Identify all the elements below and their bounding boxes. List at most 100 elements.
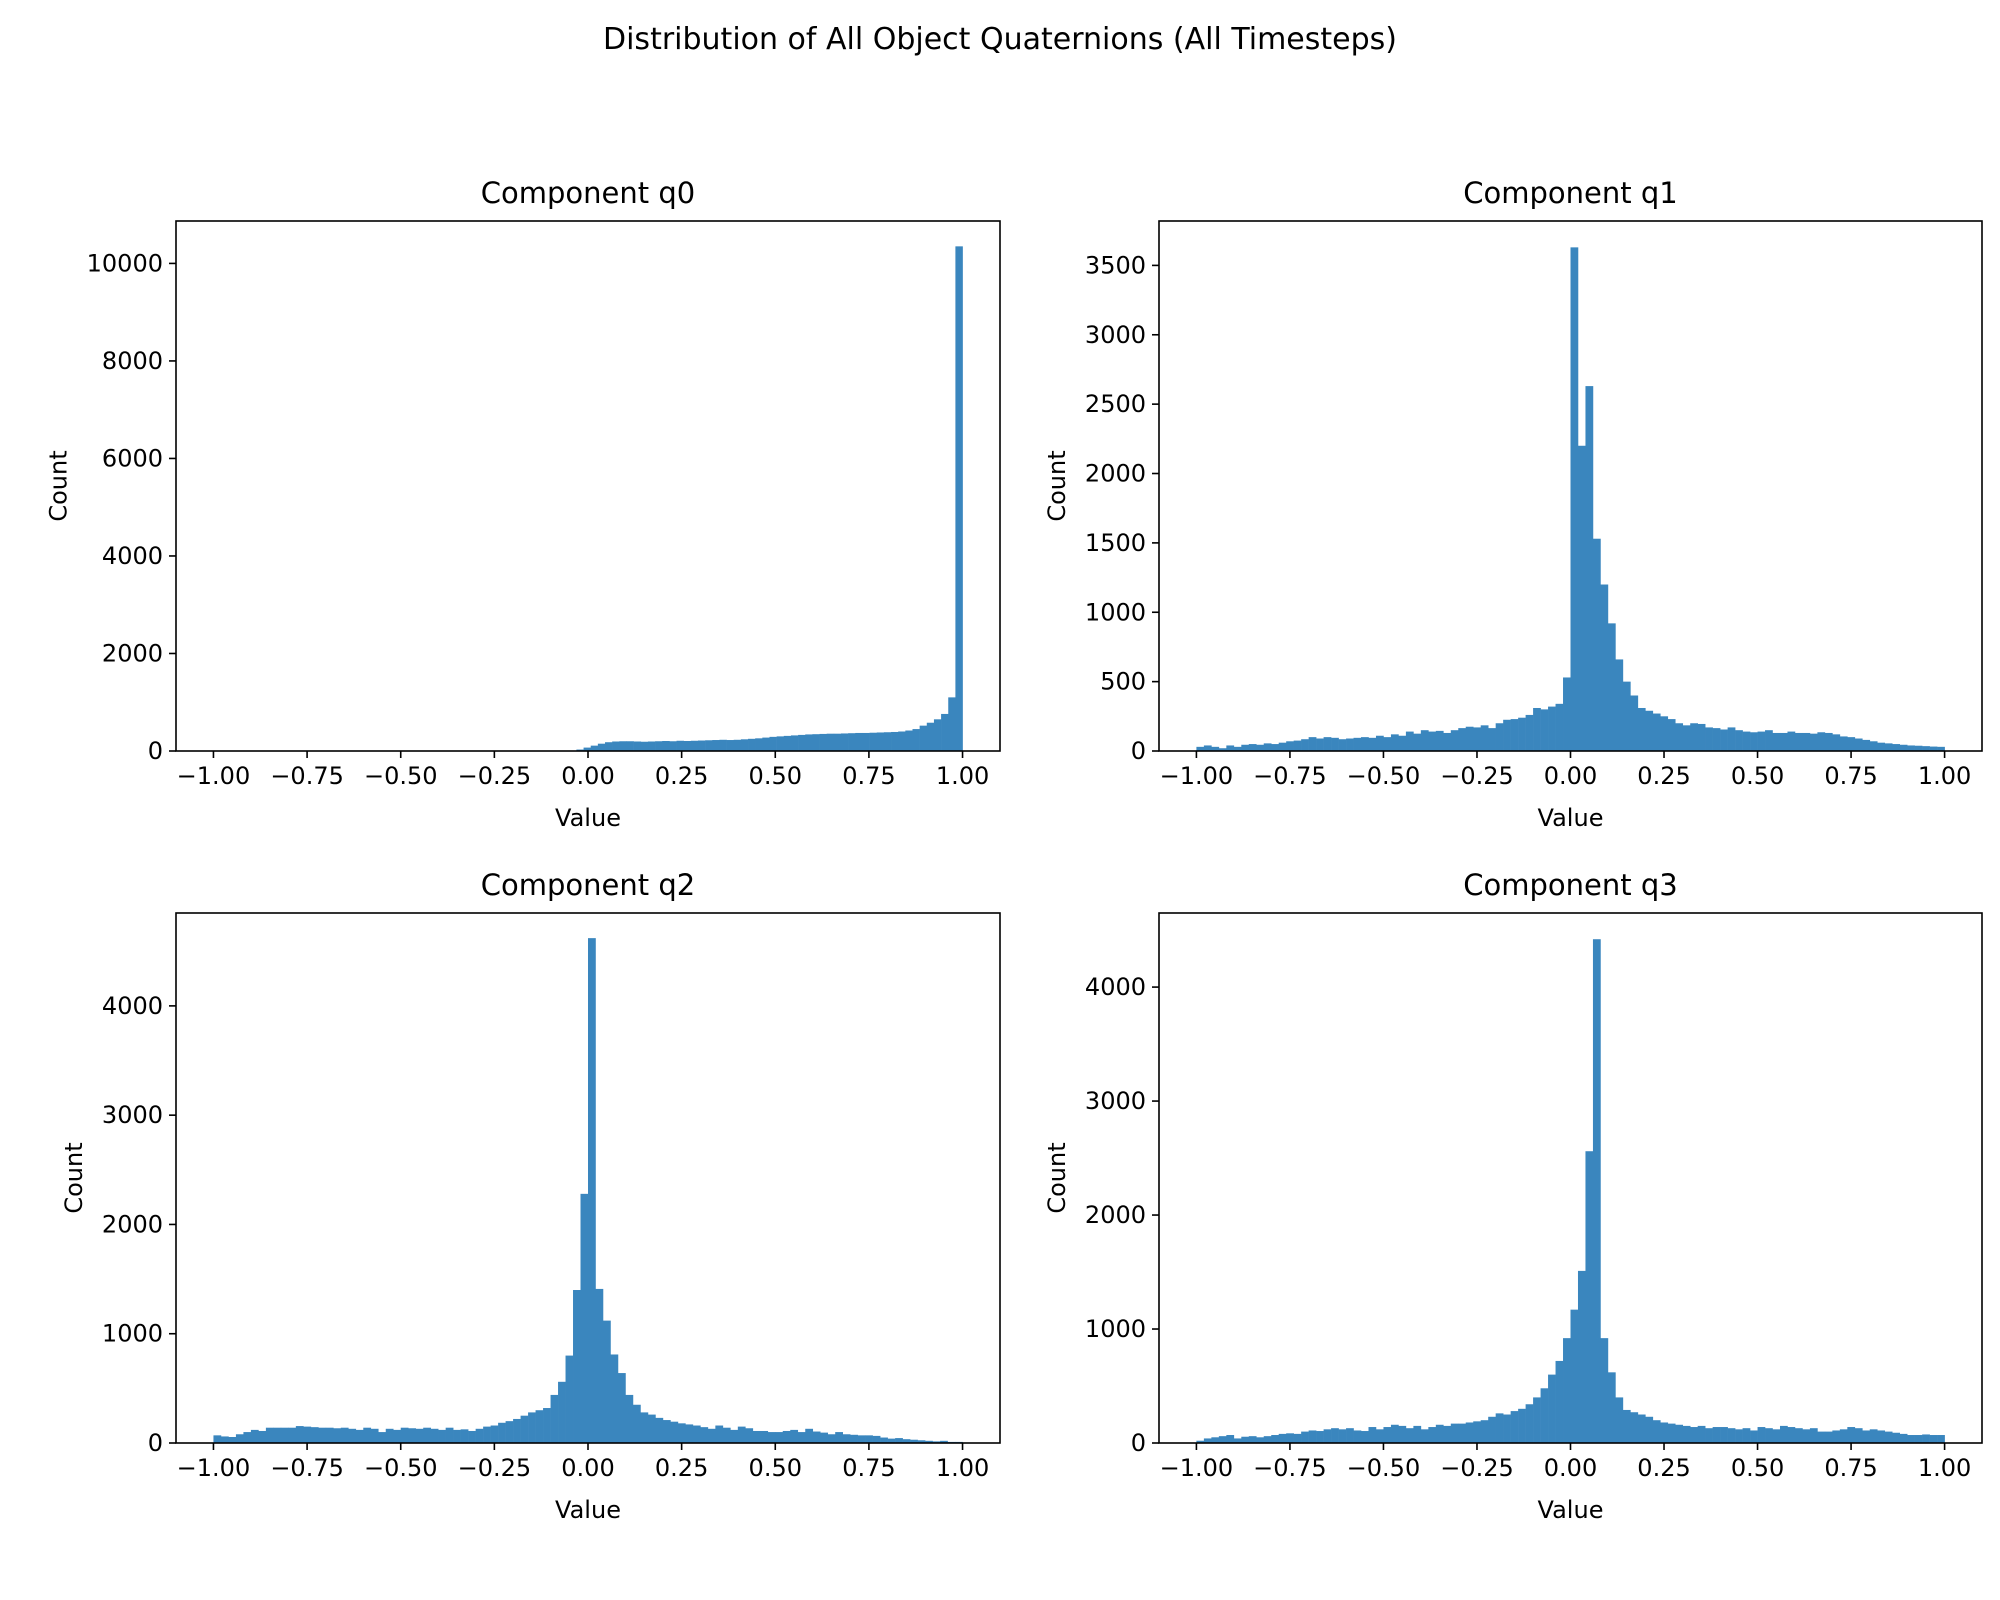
histogram-bar xyxy=(1308,737,1317,751)
histogram-bar xyxy=(1241,1436,1250,1443)
histogram-bar xyxy=(883,732,892,751)
y-axis-label: Count xyxy=(60,1142,88,1213)
histogram-bar xyxy=(669,741,677,751)
histogram-bar xyxy=(872,1435,881,1443)
histogram-bar xyxy=(887,1438,896,1443)
histogram-bar xyxy=(1271,744,1280,751)
histogram-bar xyxy=(941,713,949,751)
histogram-bar xyxy=(1211,1437,1220,1443)
histogram-bar xyxy=(1660,716,1669,751)
histogram-bar xyxy=(280,1427,289,1443)
histogram-bar xyxy=(1922,746,1930,751)
histogram-bar xyxy=(625,1394,634,1443)
histogram-bar xyxy=(1667,1423,1676,1443)
histogram-bar xyxy=(1218,748,1227,751)
histogram-bar xyxy=(826,733,835,751)
histogram-bar xyxy=(925,1440,933,1443)
histogram-bar xyxy=(1271,1435,1280,1443)
histogram-bar xyxy=(1600,1338,1609,1443)
histogram-bar xyxy=(840,733,849,751)
histogram-bar xyxy=(1862,1430,1871,1443)
x-tick-label: 0.50 xyxy=(749,1454,802,1482)
histogram-bar xyxy=(619,741,627,751)
histogram-bar xyxy=(783,735,792,751)
histogram-bar xyxy=(1787,731,1796,751)
histogram-bar xyxy=(1705,727,1713,751)
x-tick-label: 0.25 xyxy=(655,762,708,790)
histogram-bar xyxy=(1488,1416,1496,1443)
histogram-bar xyxy=(1428,731,1437,751)
histogram-bar xyxy=(1488,728,1496,751)
x-tick-label: 0.00 xyxy=(561,762,614,790)
histogram-bar xyxy=(1495,723,1504,751)
histogram-bar xyxy=(1817,732,1826,751)
histogram-bar xyxy=(1218,1436,1227,1443)
subplot-title: Component q3 xyxy=(1463,868,1677,902)
histogram-bar xyxy=(902,1439,911,1443)
histogram-bar xyxy=(1667,719,1676,751)
histogram-bar xyxy=(740,739,749,751)
y-tick-label: 4000 xyxy=(1085,973,1146,1001)
subplot-title: Component q1 xyxy=(1463,176,1677,210)
x-tick-label: 0.25 xyxy=(1637,762,1690,790)
histogram-bar xyxy=(790,735,799,751)
histogram-bar xyxy=(1346,738,1354,751)
histogram-bar xyxy=(565,1355,574,1443)
histogram-bar xyxy=(1750,732,1758,751)
histogram-bar xyxy=(912,729,920,751)
histogram-bar xyxy=(573,1290,581,1443)
histogram-bar xyxy=(1735,1429,1743,1443)
histogram-bar xyxy=(1413,733,1422,751)
histogram-bar xyxy=(797,1432,806,1443)
histogram-bar xyxy=(1607,1372,1616,1443)
histogram-bar xyxy=(1727,727,1736,751)
histogram-bar xyxy=(1465,726,1474,751)
histogram-bar xyxy=(393,1429,402,1443)
histogram-bar xyxy=(1368,1427,1377,1443)
histogram-bar xyxy=(1495,1413,1504,1443)
histogram-bar xyxy=(1877,1430,1886,1443)
histogram-bar xyxy=(1854,1428,1863,1443)
histogram-bar xyxy=(1630,1412,1639,1443)
histogram-bar xyxy=(1368,737,1377,751)
histogram-bar xyxy=(438,1429,446,1443)
histogram-bar xyxy=(819,733,827,751)
histogram-bar xyxy=(948,697,956,751)
histogram-bar xyxy=(1570,247,1579,752)
x-tick-label: 0.00 xyxy=(1544,1454,1597,1482)
histogram-bar xyxy=(1794,732,1803,751)
histogram-bar xyxy=(1570,1309,1579,1443)
histogram-bar xyxy=(1622,681,1631,751)
histogram-bar xyxy=(1884,1431,1893,1443)
histogram-bar xyxy=(1907,1435,1915,1443)
histogram-bar xyxy=(1742,731,1751,751)
histogram-bar xyxy=(640,1412,649,1443)
histogram-bar xyxy=(1301,1431,1309,1443)
x-tick-label: 0.50 xyxy=(749,762,802,790)
histogram-bar xyxy=(917,1440,926,1443)
histogram-bar xyxy=(1331,737,1339,751)
y-tick-label: 2000 xyxy=(1085,1201,1146,1229)
histogram-bar xyxy=(1480,1420,1489,1443)
subplot-q1: −1.00 −0.75 −0.50 −0.25 0.00 0.25 0.50 0.75 1.00… xyxy=(1043,176,1983,832)
histogram-bar xyxy=(683,741,692,751)
histogram-bar xyxy=(760,1430,769,1443)
histogram-bar xyxy=(1390,734,1399,751)
histogram-bar xyxy=(1443,732,1452,751)
histogram-bar xyxy=(662,1420,671,1443)
x-tick-label: −0.25 xyxy=(1440,1454,1514,1482)
histogram-bar xyxy=(1555,703,1564,751)
histogram-bar xyxy=(1929,746,1938,751)
histogram-bar xyxy=(355,1429,364,1443)
histogram-bar xyxy=(1503,719,1511,751)
histogram-bar xyxy=(685,1424,694,1443)
histogram-bar xyxy=(513,1418,521,1443)
x-tick-label: 0.00 xyxy=(1544,762,1597,790)
histogram-bar xyxy=(1413,1425,1422,1443)
histogram-bar xyxy=(1263,743,1272,751)
histogram-bar xyxy=(647,741,656,751)
histogram-bar xyxy=(543,1408,551,1443)
histogram-bar xyxy=(1346,1428,1354,1443)
histogram-bar xyxy=(1286,1433,1294,1443)
histogram-bar xyxy=(1353,737,1362,751)
